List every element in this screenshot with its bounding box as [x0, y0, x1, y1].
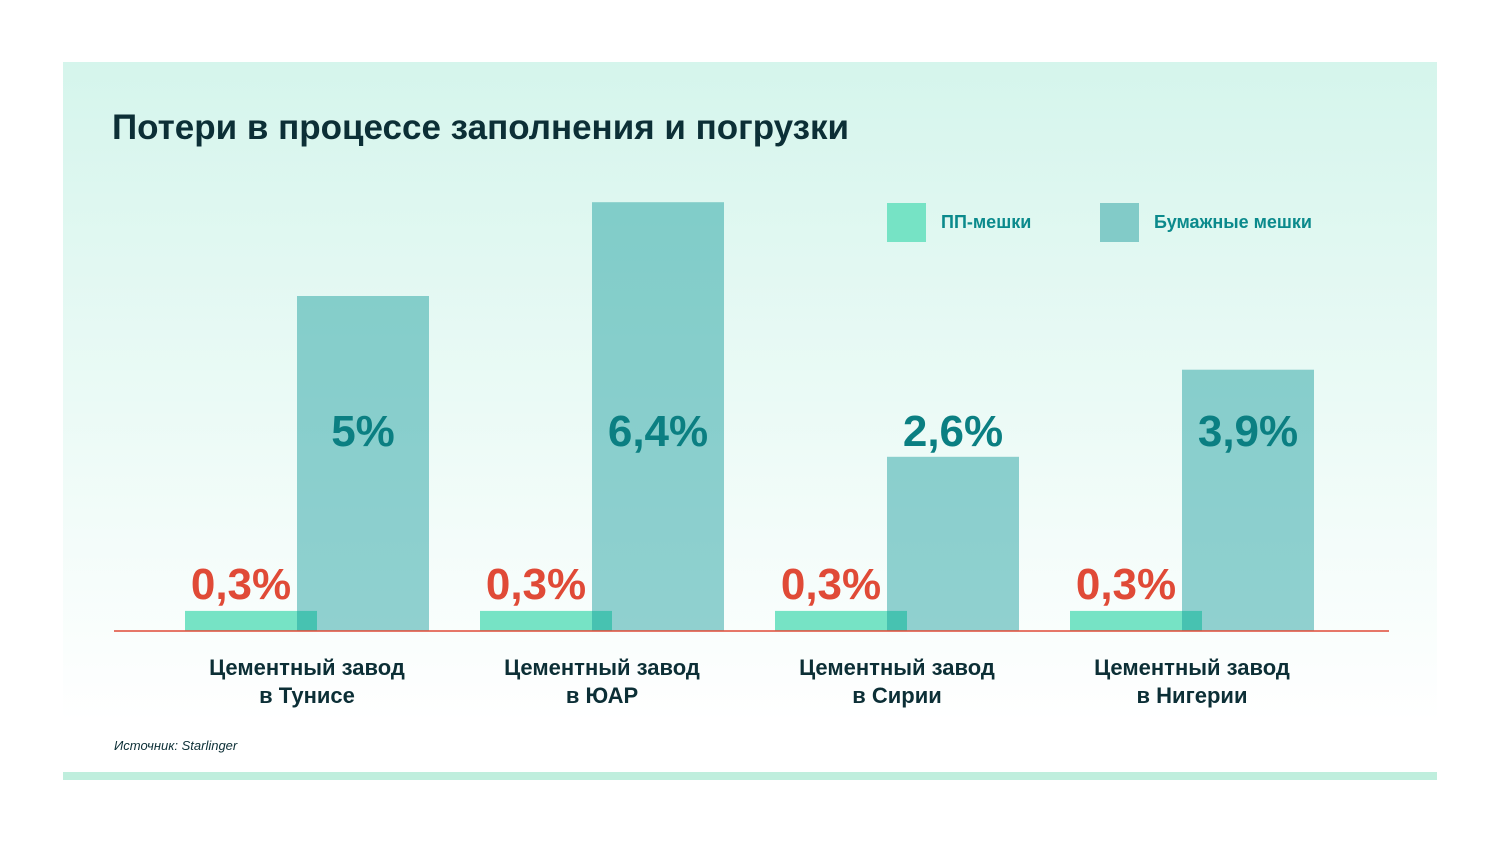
- category-label-line1: Цементный завод: [209, 655, 405, 680]
- category-label-line2: в ЮАР: [566, 683, 638, 708]
- category-label-line1: Цементный завод: [799, 655, 995, 680]
- bar-pp: [1070, 610, 1202, 631]
- category-label-line2: в Сирии: [852, 683, 942, 708]
- bar-pp: [480, 610, 612, 631]
- data-label-pp: 0,3%: [191, 560, 291, 609]
- data-label-paper: 6,4%: [608, 407, 708, 456]
- category-label-line1: Цементный завод: [1094, 655, 1290, 680]
- category-label-line2: в Нигерии: [1137, 683, 1248, 708]
- bar-paper: [887, 456, 1019, 631]
- bar-paper: [592, 202, 724, 631]
- data-label-pp: 0,3%: [486, 560, 586, 609]
- data-label-pp: 0,3%: [1076, 560, 1176, 609]
- legend-item-paper: Бумажные мешки: [1100, 203, 1312, 242]
- legend-swatch-paper: [1100, 203, 1139, 242]
- category-label-line2: в Тунисе: [259, 683, 355, 708]
- data-label-paper: 2,6%: [903, 407, 1003, 456]
- data-label-paper: 3,9%: [1198, 407, 1298, 456]
- data-label-paper: 5%: [331, 407, 395, 456]
- legend-label-pp: ПП-мешки: [941, 212, 1032, 232]
- bottom-strip: [63, 772, 1437, 780]
- data-label-pp: 0,3%: [781, 560, 881, 609]
- category-label-line1: Цементный завод: [504, 655, 700, 680]
- legend-swatch-pp: [887, 203, 926, 242]
- source-note: Источник: Starlinger: [114, 738, 238, 753]
- legend-label-paper: Бумажные мешки: [1154, 212, 1312, 232]
- bar-pp: [185, 610, 317, 631]
- chart-title: Потери в процессе заполнения и погрузки: [112, 108, 850, 147]
- bar-paper: [1182, 369, 1314, 631]
- bar-paper: [297, 296, 429, 631]
- bar-pp: [775, 610, 907, 631]
- legend-item-pp: ПП-мешки: [887, 203, 1031, 242]
